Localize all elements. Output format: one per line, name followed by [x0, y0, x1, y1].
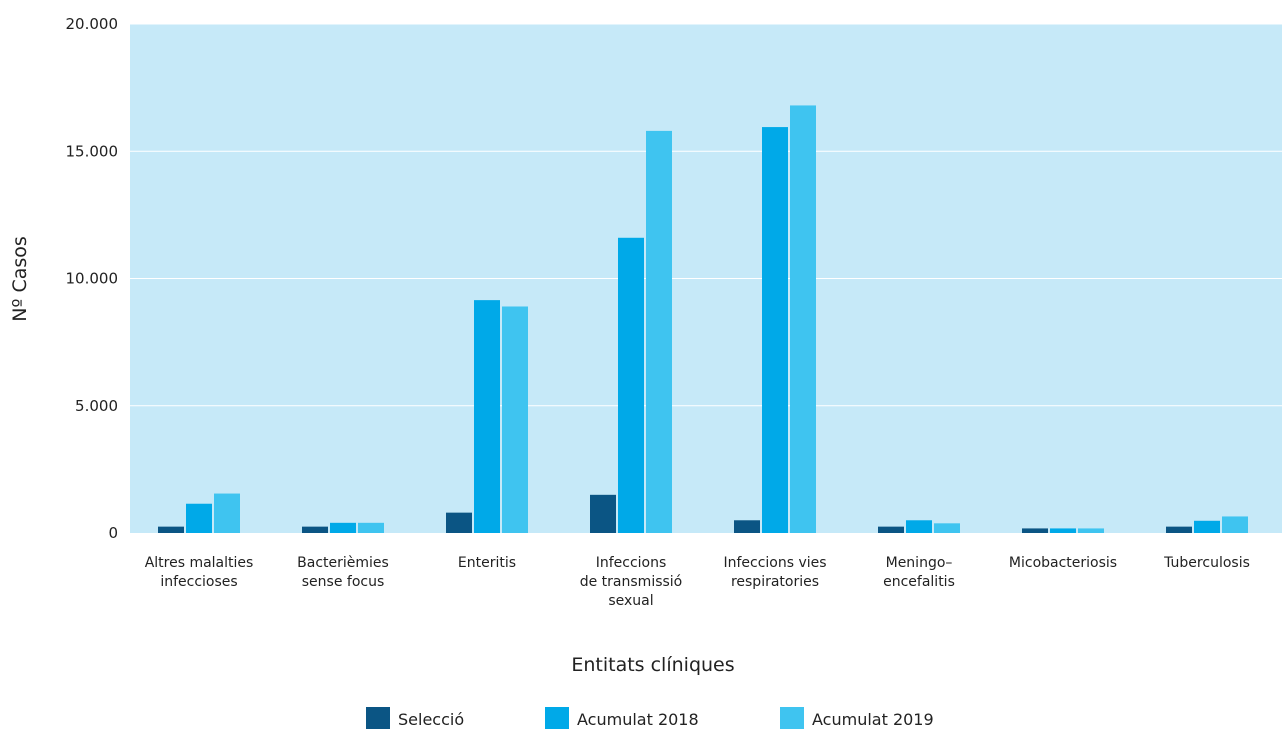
bar [1022, 528, 1048, 533]
bar [762, 127, 788, 533]
legend-label: Selecció [398, 710, 464, 729]
y-axis-ticks: 0 5.000 10.000 15.000 20.000 [66, 15, 119, 542]
bar [1078, 528, 1104, 533]
legend: Selecció Acumulat 2018 Acumulat 2019 [366, 707, 934, 729]
bar [934, 523, 960, 533]
x-tick-label: Meningo– encefalitis [883, 555, 955, 590]
bar [502, 306, 528, 533]
bar [1222, 516, 1248, 533]
bar [878, 526, 904, 533]
bar [446, 512, 472, 533]
x-tick-label-line: Infeccions [596, 555, 667, 571]
y-tick-label: 20.000 [66, 15, 119, 33]
bar [734, 520, 760, 533]
y-tick-label: 5.000 [75, 397, 118, 415]
bar [302, 526, 328, 533]
bar [1166, 526, 1192, 533]
bar [330, 522, 356, 533]
legend-swatch [366, 707, 390, 729]
bar [158, 526, 184, 533]
x-tick-label-line: Enteritis [458, 555, 516, 571]
x-tick-label-line: Altres malalties [145, 555, 254, 571]
bar [186, 503, 212, 533]
y-tick-label: 10.000 [66, 270, 119, 288]
gridlines [130, 23, 1282, 407]
x-tick-label-line: respiratories [731, 574, 819, 590]
bar [906, 520, 932, 533]
bar [646, 130, 672, 533]
legend-label: Acumulat 2018 [577, 710, 699, 729]
legend-label: Acumulat 2019 [812, 710, 934, 729]
x-tick-label: Altres malalties infeccioses [145, 555, 254, 590]
x-tick-label-line: Micobacteriosis [1009, 555, 1117, 571]
x-tick-label-line: Infeccions vies [723, 555, 826, 571]
bar [618, 237, 644, 533]
bar [1194, 520, 1220, 533]
x-tick-label-line: encefalitis [883, 574, 955, 590]
bar [790, 105, 816, 533]
y-tick-label: 0 [108, 524, 118, 542]
x-tick-label: Bacterièmies sense focus [297, 555, 389, 590]
x-tick-label-line: Bacterièmies [297, 555, 389, 571]
x-tick-label-line: Tuberculosis [1163, 555, 1250, 571]
x-tick-label: Tuberculosis [1163, 555, 1250, 571]
x-tick-label: Infeccions vies respiratories [723, 555, 826, 590]
x-tick-label-line: Meningo– [886, 555, 953, 571]
y-tick-label: 15.000 [66, 142, 119, 160]
y-axis-title: Nº Casos [9, 236, 31, 322]
x-tick-label: Infeccions de transmissió sexual [580, 555, 683, 609]
bar [590, 494, 616, 533]
bar [214, 493, 240, 533]
x-tick-label: Micobacteriosis [1009, 555, 1117, 571]
x-tick-label-line: de transmissió [580, 574, 683, 590]
x-tick-label: Enteritis [458, 555, 516, 571]
legend-swatch [545, 707, 569, 729]
bars [158, 105, 1248, 533]
bar [474, 300, 500, 533]
legend-swatch [780, 707, 804, 729]
bar [358, 522, 384, 533]
bar [1050, 528, 1076, 533]
x-tick-label-line: infeccioses [160, 574, 237, 590]
x-axis-title: Entitats clíniques [571, 654, 734, 676]
x-tick-label-line: sense focus [302, 574, 385, 590]
x-tick-label-line: sexual [608, 593, 653, 609]
x-axis-ticks: Altres malalties infeccioses Bacterièmies s… [145, 555, 1250, 609]
